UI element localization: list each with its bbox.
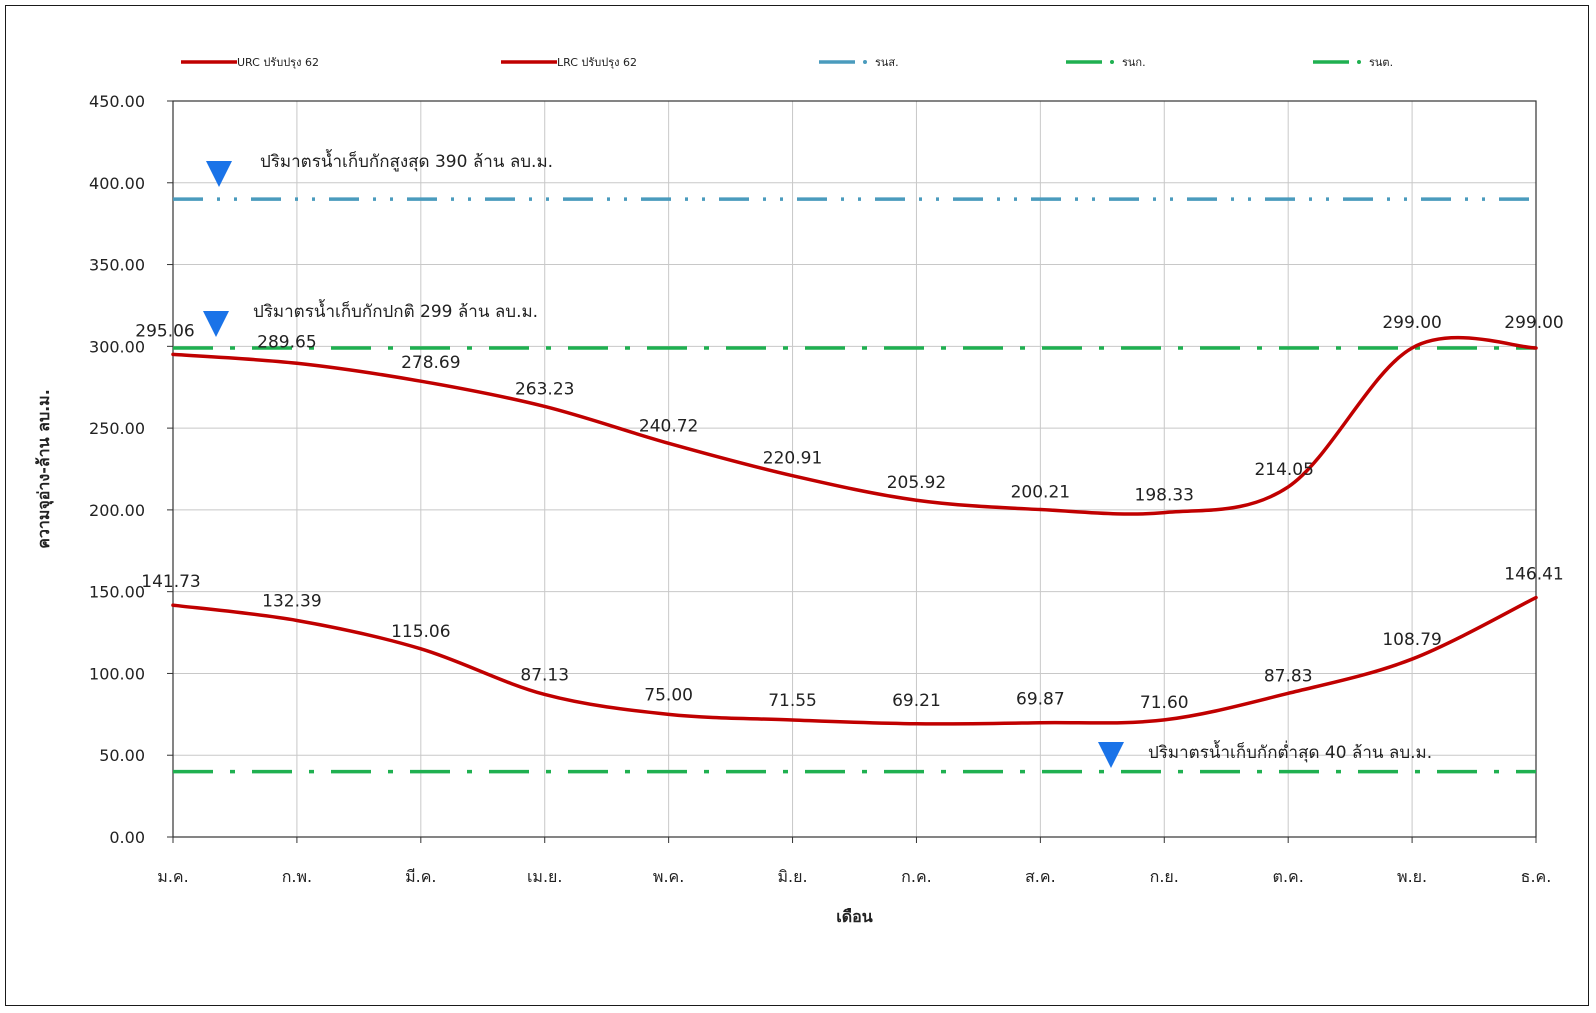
y-tick-label: 150.00 xyxy=(89,583,145,602)
data-label: 69.87 xyxy=(1016,690,1065,710)
annotation-text: ปริมาตรน้ำเก็บกักปกติ 299 ล้าน ลบ.ม. xyxy=(253,299,538,322)
y-tick-label: 450.00 xyxy=(89,92,145,111)
x-tick-label: ม.ค. xyxy=(157,867,188,886)
data-label: 108.79 xyxy=(1382,630,1441,650)
data-label: 289.65 xyxy=(257,332,316,352)
data-label: 71.60 xyxy=(1140,693,1189,713)
y-tick-label: 50.00 xyxy=(99,746,145,765)
data-label: 115.06 xyxy=(391,622,450,642)
data-label: 299.00 xyxy=(1382,313,1441,333)
legend-swatch-dot xyxy=(863,60,867,64)
data-label: 299.00 xyxy=(1504,313,1563,333)
data-label: 278.69 xyxy=(401,353,460,373)
data-label: 198.33 xyxy=(1135,486,1194,506)
data-label: 141.73 xyxy=(141,572,200,592)
y-tick-label: 100.00 xyxy=(89,664,145,683)
legend-label: รนก. xyxy=(1122,56,1146,69)
data-labels: 295.06 289.65 278.69 263.23 240.72 220.91 205.… xyxy=(135,313,1563,713)
y-tick-label: 200.00 xyxy=(89,501,145,520)
y-tick-label: 0.00 xyxy=(109,828,145,847)
x-tick-label: ก.ย. xyxy=(1150,867,1179,886)
data-label: 220.91 xyxy=(763,449,822,469)
series-lines xyxy=(173,338,1536,724)
legend-label: LRC ปรับปรุง 62 xyxy=(557,56,637,69)
legend-label: URC ปรับปรุง 62 xyxy=(237,56,319,69)
legend-swatch-dot xyxy=(1110,60,1114,64)
axis-ticks: 0.0050.00100.00150.00200.00250.00300.003… xyxy=(89,92,1551,886)
data-label: 146.41 xyxy=(1504,565,1563,585)
data-label: 214.05 xyxy=(1254,460,1313,480)
data-label: 87.13 xyxy=(520,665,569,685)
x-tick-label: พ.ย. xyxy=(1397,867,1427,886)
y-tick-label: 350.00 xyxy=(89,256,145,275)
data-label: 205.92 xyxy=(887,473,946,493)
gridlines xyxy=(173,101,1536,837)
reference-lines xyxy=(173,199,1536,771)
data-label: 240.72 xyxy=(639,416,698,436)
plot-area-border xyxy=(173,101,1536,837)
data-label: 295.06 xyxy=(135,321,194,341)
series-line xyxy=(173,338,1536,514)
x-tick-label: ส.ค. xyxy=(1025,867,1056,886)
x-tick-label: เม.ย. xyxy=(527,867,563,886)
x-axis-title: เดือน xyxy=(836,907,872,926)
data-label: 200.21 xyxy=(1011,483,1070,503)
annotation-text: ปริมาตรน้ำเก็บกักสูงสุด 390 ล้าน ลบ.ม. xyxy=(260,149,553,172)
data-label: 69.21 xyxy=(892,691,941,711)
x-tick-label: มิ.ย. xyxy=(777,867,807,886)
y-tick-label: 250.00 xyxy=(89,419,145,438)
legend-swatch-dot xyxy=(1357,60,1361,64)
x-tick-label: ธ.ค. xyxy=(1521,867,1552,886)
x-tick-label: ต.ค. xyxy=(1273,867,1304,886)
chart-frame: 0.00 50.00 100.00 150.00 200.00 250.00 300.00 3… xyxy=(5,5,1589,1006)
x-tick-label: มี.ค. xyxy=(405,867,436,886)
annotation-marker xyxy=(203,311,229,337)
line-chart: 0.0050.00100.00150.00200.00250.00300.003… xyxy=(6,6,1590,1007)
legend-label: รนต. xyxy=(1369,56,1393,69)
x-tick-label: ก.พ. xyxy=(282,867,312,886)
x-tick-label: พ.ค. xyxy=(653,867,684,886)
data-label: 132.39 xyxy=(262,591,321,611)
data-label: 71.55 xyxy=(768,691,817,711)
data-label: 87.83 xyxy=(1264,666,1313,686)
series-line xyxy=(173,598,1536,724)
y-tick-label: 400.00 xyxy=(89,174,145,193)
x-tick-label: ก.ค. xyxy=(901,867,932,886)
data-label: 263.23 xyxy=(515,379,574,399)
annotation-text: ปริมาตรน้ำเก็บกักต่ำสุด 40 ล้าน ลบ.ม. xyxy=(1148,740,1432,763)
y-axis-title: ความจุอ่าง-ล้าน ลบ.ม. xyxy=(34,389,54,549)
legend: URC ปรับปรุง 62 LRC ปรับปรุง 62 รนส. รนก. รน… xyxy=(181,56,1393,69)
legend-label: รนส. xyxy=(875,56,899,69)
data-label: 75.00 xyxy=(644,685,693,705)
